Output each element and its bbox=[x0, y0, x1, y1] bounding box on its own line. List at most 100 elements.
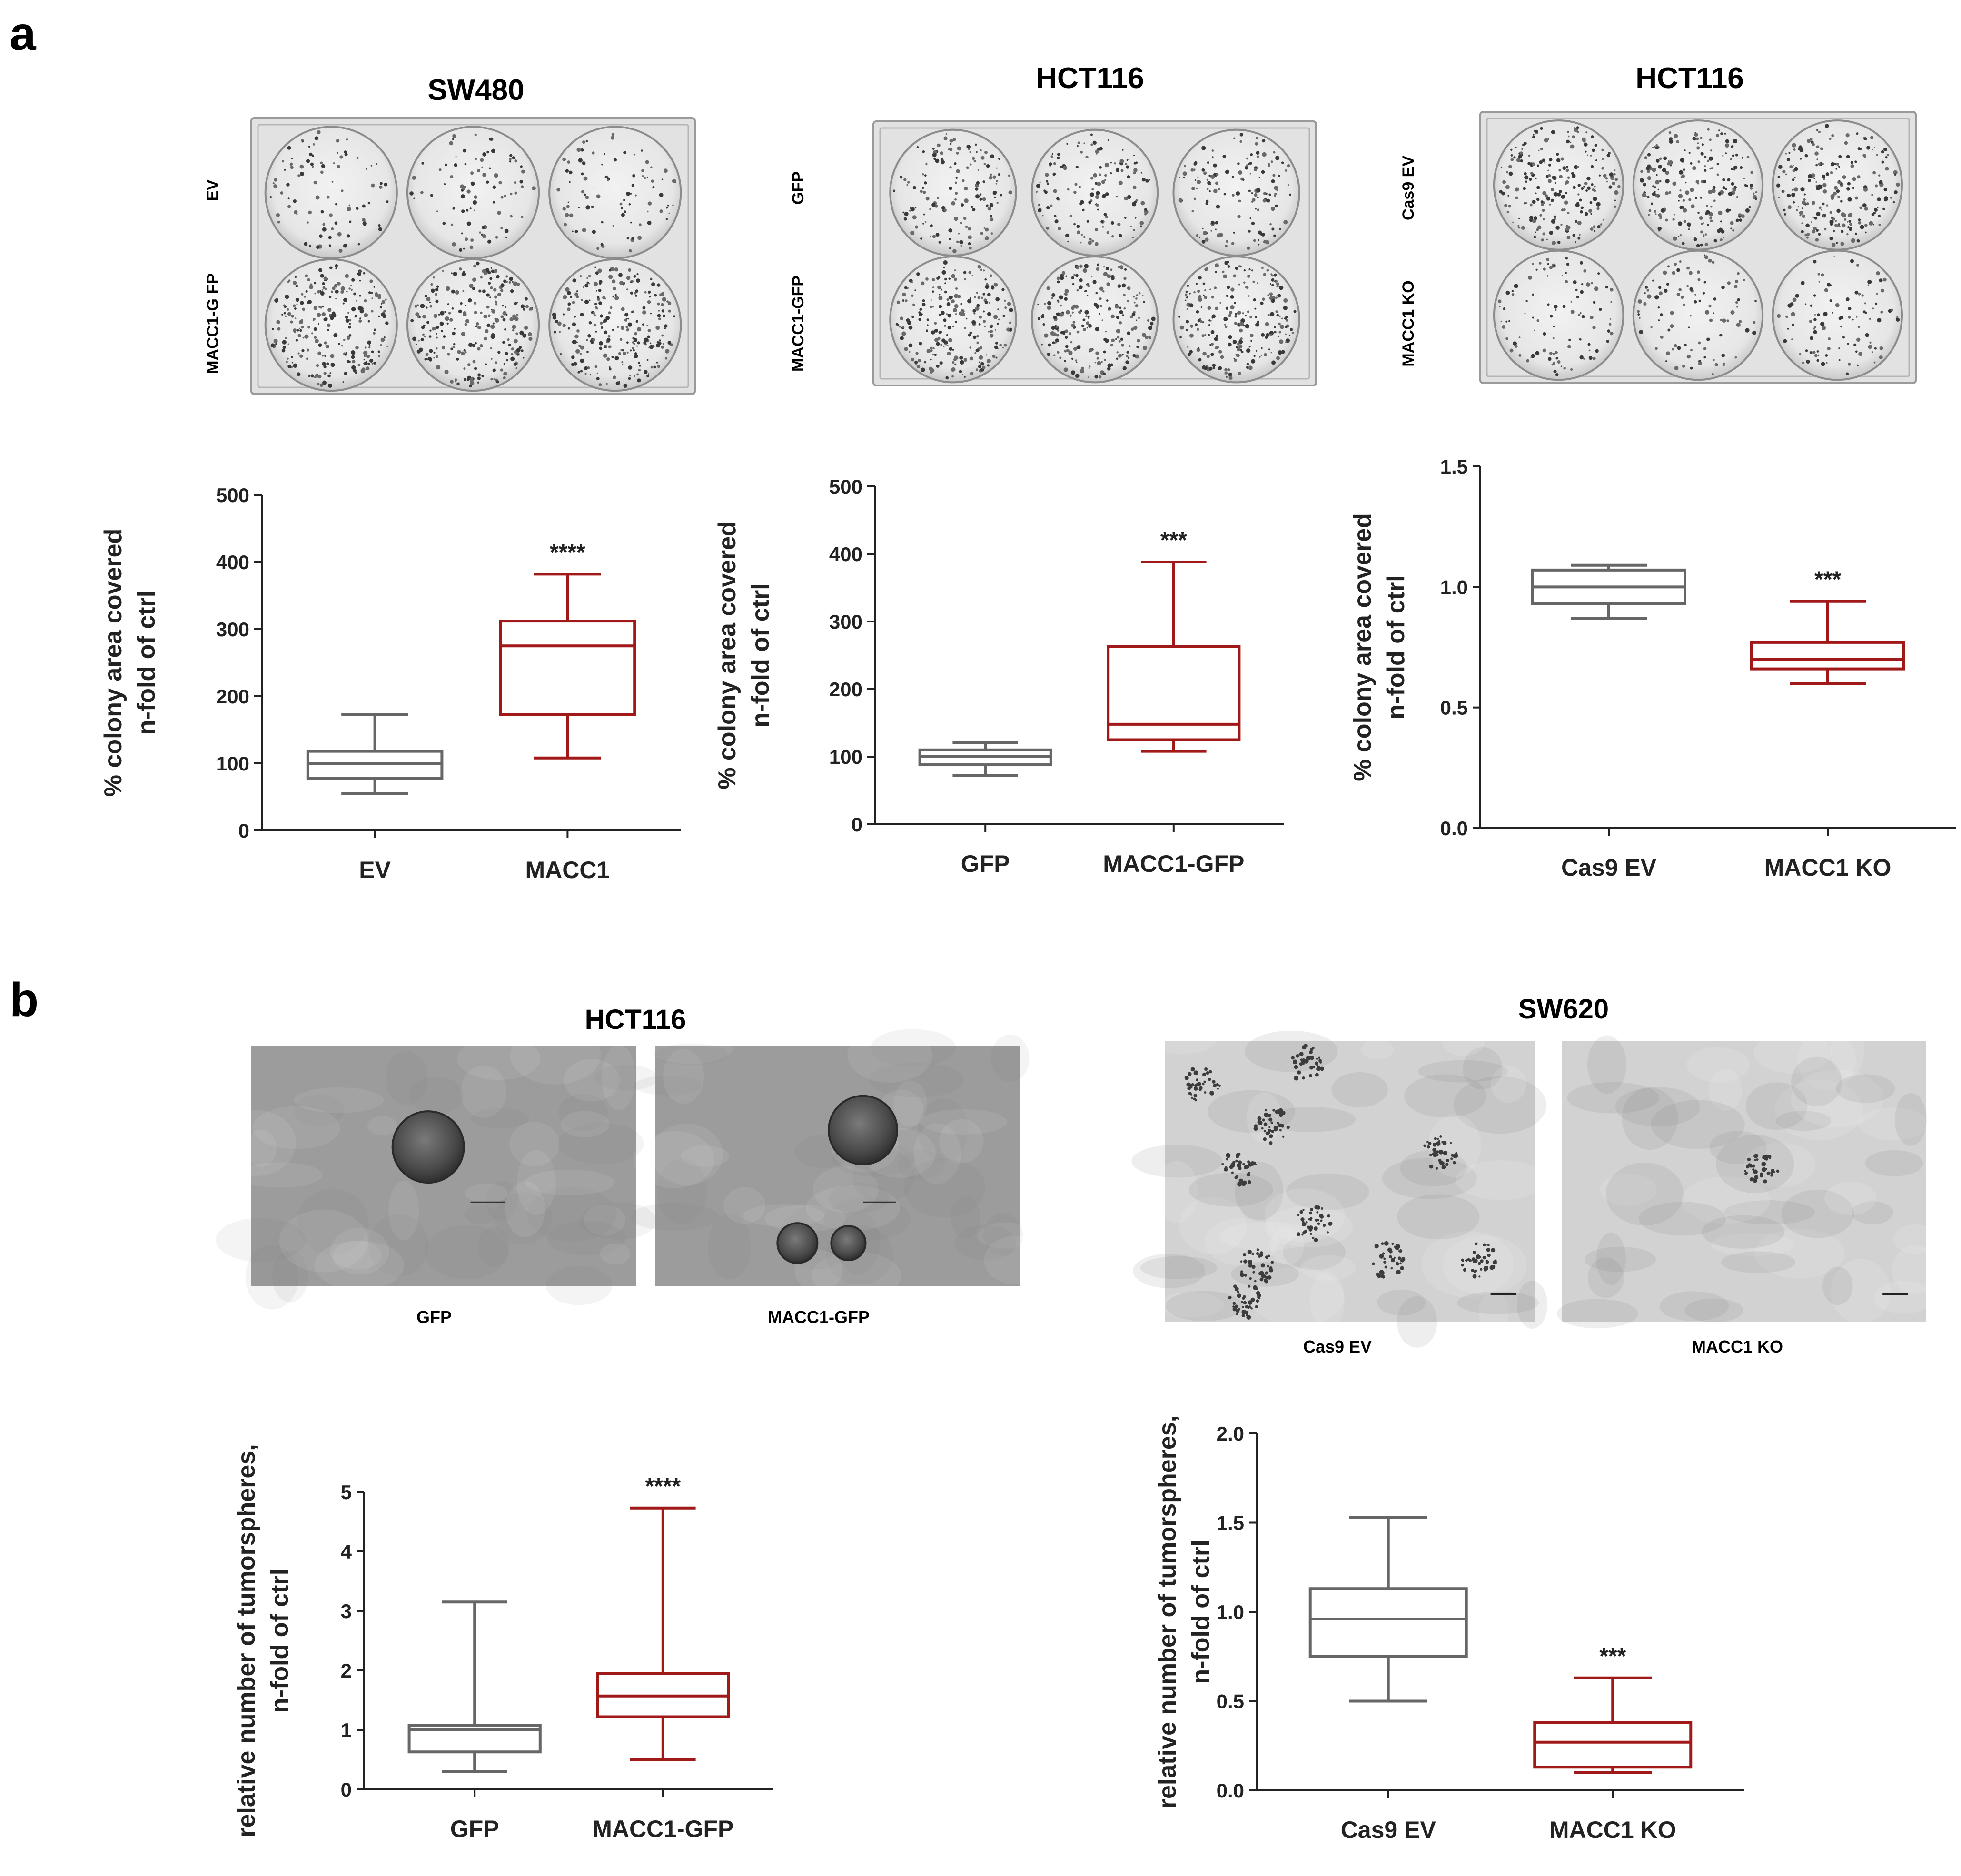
colony-dot bbox=[1270, 160, 1273, 163]
micrograph-texture bbox=[1711, 1233, 1794, 1256]
colony-dot bbox=[1703, 234, 1705, 237]
colony-dot bbox=[1093, 173, 1098, 178]
colony-dot bbox=[1076, 225, 1080, 228]
colony-dot bbox=[1198, 295, 1202, 298]
colony-dot bbox=[1852, 187, 1855, 189]
colony-dot bbox=[1218, 366, 1222, 370]
colony-dot bbox=[1210, 343, 1214, 346]
colony-dot bbox=[567, 160, 571, 164]
colony-dot bbox=[975, 187, 979, 191]
colony-dot bbox=[1712, 358, 1715, 361]
colony-dot bbox=[1704, 310, 1710, 315]
colony-dot bbox=[613, 286, 616, 291]
colony-dot bbox=[996, 180, 999, 183]
colony-dot bbox=[936, 342, 940, 346]
colony-dot bbox=[1103, 272, 1108, 276]
colony-dot bbox=[1690, 349, 1693, 352]
colony-dot bbox=[1669, 139, 1674, 144]
significance-marker: **** bbox=[645, 1474, 681, 1499]
colony-dot bbox=[1046, 286, 1050, 290]
colony-dot bbox=[996, 167, 998, 169]
colony-dot bbox=[572, 230, 574, 232]
colony-dot bbox=[1226, 295, 1229, 297]
colony-dot bbox=[574, 334, 579, 339]
colony-dot bbox=[301, 326, 304, 329]
colony-dot bbox=[1586, 154, 1589, 156]
colony-dot bbox=[1261, 267, 1264, 269]
colony-dot bbox=[1799, 353, 1802, 355]
colony-dot bbox=[1579, 198, 1582, 202]
colony-dot bbox=[1233, 274, 1237, 278]
colony-dot bbox=[1858, 221, 1862, 225]
colony-dot bbox=[1057, 280, 1060, 284]
colony-dot bbox=[1859, 206, 1862, 209]
colony-dot bbox=[1668, 131, 1672, 134]
colony-dot bbox=[608, 345, 612, 349]
colony-dot bbox=[1856, 316, 1858, 318]
sphere-cell bbox=[1487, 1244, 1490, 1247]
colony-dot bbox=[331, 181, 334, 183]
colony-dot bbox=[1007, 302, 1011, 306]
colony-dot bbox=[1095, 351, 1099, 355]
colony-dot bbox=[1706, 204, 1709, 207]
colony-dot bbox=[1205, 267, 1209, 271]
colony-dot bbox=[992, 175, 996, 179]
colony-dot bbox=[1680, 234, 1682, 237]
colony-dot bbox=[1698, 361, 1702, 365]
colony-dot bbox=[1554, 182, 1556, 184]
colony-dot bbox=[272, 327, 274, 330]
colony-dot bbox=[921, 281, 925, 286]
sphere-cell bbox=[1297, 1070, 1301, 1075]
colony-dot bbox=[500, 368, 504, 372]
micrograph-texture bbox=[561, 1111, 610, 1137]
colony-dot bbox=[1792, 169, 1795, 172]
sphere-cell bbox=[1491, 1248, 1496, 1253]
y-axis-label: relative number of tumorspheres, bbox=[1154, 1415, 1181, 1808]
colony-dot bbox=[1754, 300, 1757, 302]
box-plot-3: 0.00.51.01.5% colony area covered n-fold … bbox=[1349, 455, 1956, 881]
colony-dot bbox=[1561, 208, 1565, 212]
y-tick-label: 5 bbox=[341, 1481, 352, 1503]
colony-dot bbox=[1704, 165, 1706, 168]
colony-dot bbox=[1189, 333, 1194, 338]
colony-dot bbox=[1279, 228, 1281, 230]
colony-dot bbox=[560, 353, 562, 355]
colony-dot bbox=[444, 369, 449, 375]
colony-dot bbox=[364, 361, 368, 365]
colony-dot bbox=[1038, 205, 1040, 207]
colony-dot bbox=[910, 207, 912, 209]
colony-dot bbox=[505, 275, 508, 278]
colony-dot bbox=[1678, 236, 1680, 237]
colony-dot bbox=[1510, 158, 1514, 161]
sphere-cell bbox=[1328, 1221, 1333, 1226]
colony-dot bbox=[290, 166, 294, 169]
colony-dot bbox=[1117, 222, 1121, 227]
colony-dot bbox=[1133, 200, 1137, 204]
colony-dot bbox=[1824, 288, 1828, 292]
colony-dot bbox=[516, 348, 521, 353]
colony-dot bbox=[1688, 226, 1691, 228]
colony-dot bbox=[1203, 366, 1208, 370]
colony-dot bbox=[951, 274, 956, 278]
colony-dot bbox=[452, 138, 454, 140]
sphere-cell bbox=[1378, 1275, 1381, 1278]
colony-dot bbox=[588, 275, 591, 277]
colony-dot bbox=[1067, 241, 1069, 243]
colony-dot bbox=[1592, 148, 1595, 152]
micrograph-texture bbox=[461, 1066, 507, 1118]
colony-dot bbox=[1261, 170, 1265, 174]
colony-dot bbox=[1881, 150, 1884, 154]
colony-dot bbox=[1260, 301, 1264, 305]
colony-dot bbox=[315, 136, 319, 140]
colony-dot bbox=[1602, 158, 1604, 160]
colony-dot bbox=[491, 269, 495, 273]
colony-dot bbox=[1576, 166, 1579, 168]
micrograph-texture bbox=[215, 1218, 306, 1262]
colony-dot bbox=[598, 289, 602, 292]
colony-dot bbox=[623, 384, 628, 388]
sphere-cell bbox=[1393, 1256, 1396, 1259]
colony-dot bbox=[932, 286, 934, 288]
colony-dot bbox=[1574, 127, 1575, 129]
micrograph-texture bbox=[547, 1221, 626, 1256]
colony-dot bbox=[1006, 327, 1010, 331]
